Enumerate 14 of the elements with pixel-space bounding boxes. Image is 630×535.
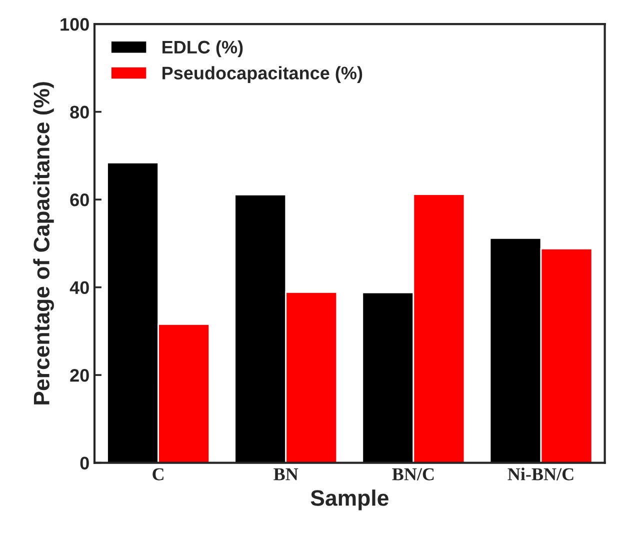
y-tick-label: 20	[70, 368, 89, 382]
legend-label: Pseudocapacitance (%)	[162, 66, 362, 84]
x-tick-label: Ni-BN/C	[508, 468, 574, 480]
y-tick-label: 100	[60, 18, 89, 31]
legend-label: EDLC (%)	[162, 40, 243, 58]
x-axis-title: Sample	[310, 490, 388, 510]
y-tick-label: 80	[70, 106, 89, 119]
x-tick-label: BN	[274, 468, 298, 480]
y-tick-label: 0	[80, 456, 89, 470]
y-tick-label: 60	[70, 193, 89, 206]
x-tick-label: C	[152, 468, 164, 480]
y-tick-label: 40	[70, 281, 89, 294]
y-axis-title: Percentage of Capacitance (%)	[33, 82, 54, 404]
x-tick-label: BN/C	[392, 468, 434, 480]
